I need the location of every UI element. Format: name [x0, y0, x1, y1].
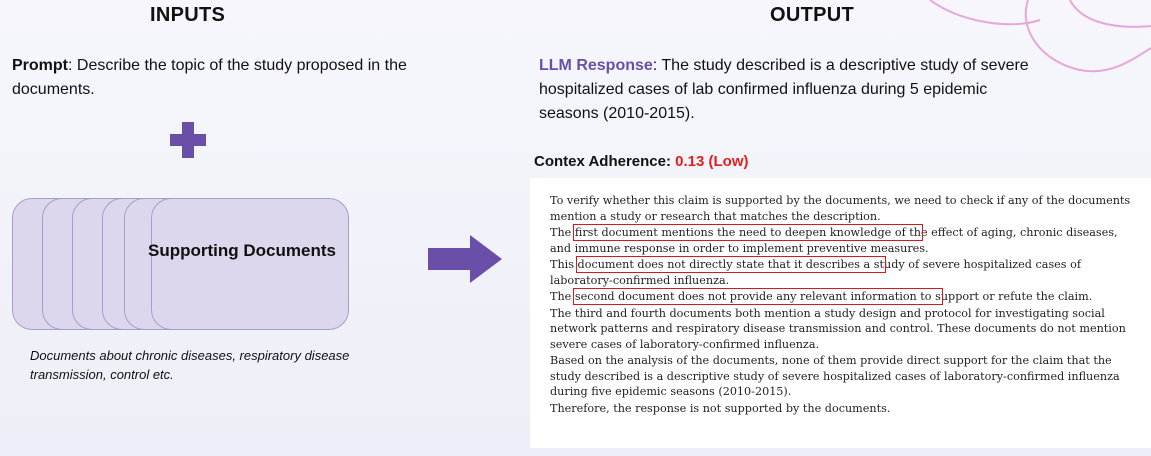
explanation-paragraph: The second document does not provide any…	[550, 288, 1140, 305]
explanation-paragraph: The first document mentions the need to …	[550, 224, 1140, 256]
explanation-paragraph: This document does not directly state th…	[550, 256, 1140, 288]
highlighted-phrase: first document mentions the need to deep…	[572, 224, 923, 241]
explanation-panel: To verify whether this claim is supporte…	[530, 178, 1151, 448]
decorative-curves-graphic	[929, 0, 1151, 73]
adherence-score: 0.13 (Low)	[675, 153, 749, 170]
output-heading: OUTPUT	[770, 4, 855, 26]
explanation-span: This	[550, 258, 578, 271]
prompt-text: Prompt: Describe the topic of the study …	[12, 54, 442, 102]
adherence-label: Contex Adherence:	[534, 153, 671, 170]
explanation-text: To verify whether this claim is supporte…	[550, 193, 1140, 417]
prompt-body: : Describe the topic of the study propos…	[12, 57, 407, 98]
explanation-span: The	[550, 290, 575, 303]
explanation-span: udy of severe hospitalized cases of labo…	[550, 258, 1081, 287]
document-card	[151, 198, 349, 330]
llm-response-body: : The study described is a descriptive s…	[539, 57, 1029, 122]
llm-response-label: LLM Response	[539, 57, 653, 74]
explanation-paragraph: The third and fourth documents both ment…	[550, 306, 1126, 351]
context-adherence: Contex Adherence: 0.13 (Low)	[534, 153, 749, 170]
plus-icon	[170, 122, 206, 158]
highlighted-phrase: second document does not provide any rel…	[572, 288, 943, 305]
documents-caption: Documents about chronic diseases, respir…	[30, 348, 350, 382]
explanation-span: e effect of aging, chronic diseases, and…	[550, 226, 1118, 255]
supporting-documents-label: Supporting Documents	[148, 241, 336, 260]
prompt-label: Prompt	[12, 57, 68, 74]
highlighted-phrase: document does not directly state that it…	[575, 256, 887, 273]
explanation-span: The	[550, 226, 575, 239]
explanation-span: upport or refute the claim.	[940, 290, 1093, 303]
right-arrow-icon	[428, 235, 502, 283]
inputs-heading: INPUTS	[150, 4, 226, 26]
explanation-paragraph: Based on the analysis of the documents, …	[550, 354, 1120, 398]
explanation-paragraph: Therefore, the response is not supported…	[550, 401, 891, 415]
explanation-paragraph: To verify whether this claim is supporte…	[550, 194, 1131, 223]
llm-response-text: LLM Response: The study described is a d…	[539, 54, 1039, 126]
